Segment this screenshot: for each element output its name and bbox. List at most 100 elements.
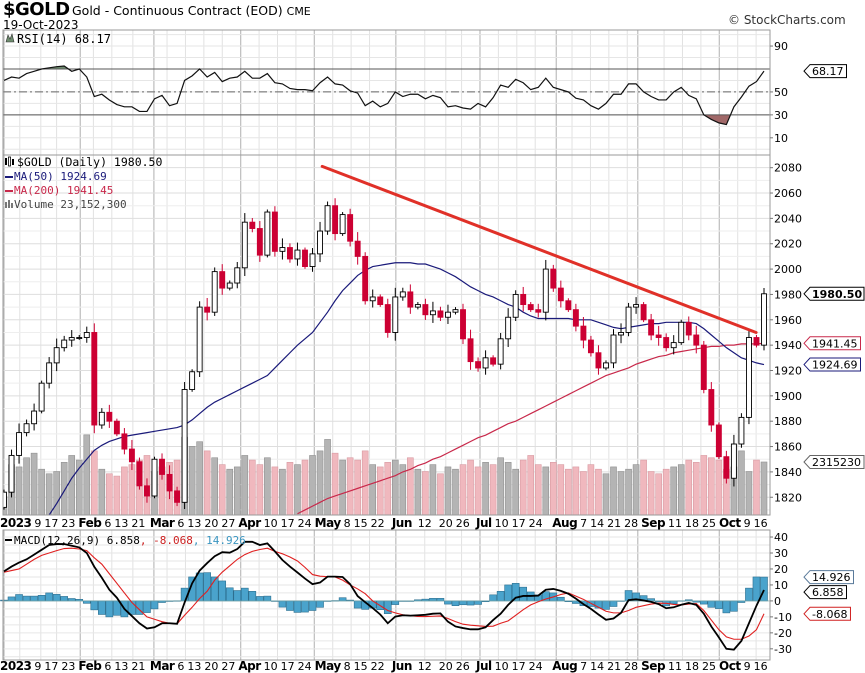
candle-body — [399, 291, 406, 298]
price-axis-tick-label: 2020 — [774, 238, 802, 251]
month-label: Aug — [552, 516, 577, 530]
month-label: Mar — [150, 516, 175, 530]
candlestick — [700, 340, 707, 394]
volume-bar — [218, 464, 226, 515]
macd-histogram-bar — [760, 576, 768, 602]
candle-body — [204, 306, 211, 313]
candlestick — [414, 302, 421, 310]
date-label: 18 — [685, 660, 699, 673]
macd-axis-tick-label: -30 — [774, 643, 792, 656]
volume-value-badge-text: 2315230 — [812, 456, 861, 469]
brand-watermark: © StockCharts.com — [728, 13, 846, 27]
candle-body — [700, 344, 707, 390]
candle-body — [23, 423, 30, 434]
macd-signal-badge-box — [803, 606, 851, 621]
candlestick — [542, 259, 549, 321]
gridlines — [3, 30, 770, 660]
candle-body — [648, 319, 655, 336]
price-axis-tick-label: 1940 — [774, 339, 802, 352]
candle-body — [603, 362, 609, 369]
month-label: Apr — [238, 516, 261, 530]
volume-bar — [391, 459, 399, 515]
candlestick — [241, 213, 248, 277]
volume-bar — [211, 457, 218, 515]
candle-body — [550, 268, 557, 289]
candle-body — [136, 461, 143, 487]
candle-body — [61, 339, 68, 349]
volume-bar — [271, 466, 279, 515]
rsi-legend: RSI(14) 68.17 — [5, 32, 111, 46]
description-text: Gold - Continuous Contract (EOD) — [72, 3, 283, 18]
date-label: 13 — [187, 660, 201, 673]
volume-value-badge-box — [803, 454, 865, 469]
volume-bar — [316, 450, 324, 515]
month-label: Sep — [641, 659, 666, 673]
candlestick — [76, 335, 83, 340]
date-label: 10 — [264, 660, 278, 673]
month-label: Aug — [552, 659, 577, 673]
date-label: 21 — [131, 517, 145, 530]
candle-body — [414, 304, 421, 308]
month-label: Feb — [78, 659, 102, 673]
volume-bar — [610, 466, 617, 515]
volume-bars-icon — [5, 200, 13, 208]
candlestick — [497, 332, 504, 370]
candlestick — [460, 303, 466, 345]
volume-bar — [715, 459, 723, 515]
candle-body — [369, 296, 376, 302]
date-label: 12 — [418, 660, 432, 673]
candle-body — [445, 311, 451, 318]
date-label: 13 — [114, 517, 128, 530]
exchange-label: CME — [286, 5, 311, 18]
macd-histogram-bar — [45, 592, 53, 602]
candle-body — [354, 240, 361, 257]
candle-body — [407, 291, 414, 308]
candle-body — [640, 304, 647, 321]
candle-body — [31, 410, 38, 425]
volume-bar — [53, 471, 60, 515]
volume-bar — [745, 471, 753, 515]
candlestick — [264, 209, 271, 258]
ma50-value-badge-box — [803, 357, 861, 372]
candlestick-icon — [5, 156, 14, 167]
volume-bar — [121, 466, 128, 515]
candle-body — [730, 443, 737, 479]
volume-bar — [45, 473, 53, 515]
chart-date: 19-Oct-2023 — [3, 18, 79, 32]
macd-histogram-bar — [248, 591, 257, 602]
date-label: 20 — [439, 517, 453, 530]
candle-body — [542, 268, 549, 313]
macd-histogram-bar — [113, 600, 121, 616]
volume-bar — [256, 464, 264, 515]
candlestick — [572, 303, 579, 332]
volume-bar — [677, 464, 685, 515]
candle-body — [723, 456, 730, 479]
volume-bar — [459, 464, 467, 515]
candlestick — [625, 302, 632, 337]
macd-histogram-bar — [105, 600, 114, 618]
candle-body — [174, 490, 181, 503]
candle-body — [128, 448, 135, 463]
date-label: 17 — [281, 660, 295, 673]
candlestick — [685, 316, 692, 341]
candle-body — [53, 347, 60, 364]
macd-histogram-bar — [30, 595, 38, 602]
candle-body — [83, 332, 90, 338]
candle-body — [256, 228, 263, 256]
candlestick — [520, 286, 527, 312]
macd-histogram-bar — [504, 584, 512, 602]
candlestick — [196, 301, 203, 378]
volume-bar — [452, 468, 459, 515]
candlestick — [678, 319, 685, 345]
macd-value-badge-box — [803, 585, 847, 600]
candle-body — [505, 316, 512, 340]
candlestick — [693, 325, 700, 354]
volume-bar — [655, 473, 662, 515]
candle-body — [46, 362, 53, 384]
date-label: 7 — [580, 517, 587, 530]
macd-hist-badge-text: 14.926 — [812, 571, 851, 584]
month-label: Feb — [78, 516, 102, 530]
candlestick — [384, 298, 391, 338]
macd-histogram-bar — [98, 600, 106, 615]
macd-histogram-bar — [557, 596, 565, 602]
